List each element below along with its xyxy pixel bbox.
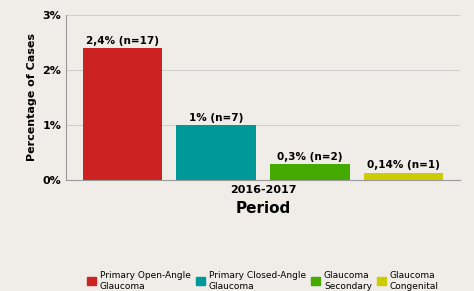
Text: 1% (n=7): 1% (n=7) <box>189 113 244 123</box>
Bar <box>176 125 256 180</box>
Text: 0,14% (n=1): 0,14% (n=1) <box>367 160 440 171</box>
X-axis label: Period: Period <box>236 201 291 216</box>
Text: 2,4% (n=17): 2,4% (n=17) <box>86 36 159 45</box>
Bar <box>83 48 163 180</box>
Y-axis label: Percentage of Cases: Percentage of Cases <box>27 33 37 162</box>
Bar <box>270 164 350 180</box>
Bar <box>364 173 443 180</box>
Legend: Primary Open-Angle
Glaucoma, Primary Closed-Angle
Glaucoma, Glaucoma
Secondary, : Primary Open-Angle Glaucoma, Primary Clo… <box>87 271 439 291</box>
Text: 0,3% (n=2): 0,3% (n=2) <box>277 152 343 162</box>
